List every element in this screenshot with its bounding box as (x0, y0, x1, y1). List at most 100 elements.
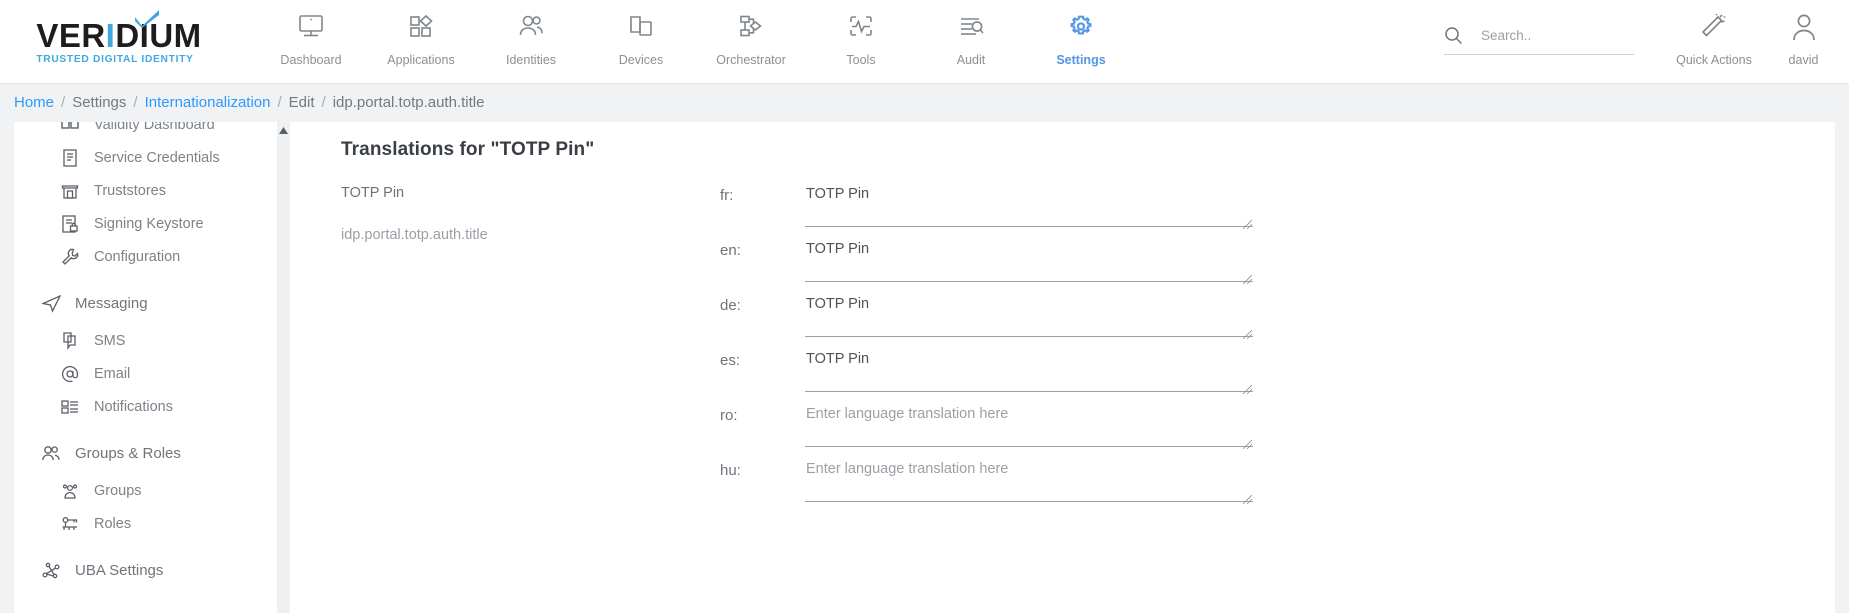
breadcrumb: Home / Settings / Internationalization /… (14, 94, 484, 111)
sidebar-label-notifications: Notifications (94, 398, 173, 415)
gear-icon (1067, 10, 1095, 44)
quick-actions-label: Quick Actions (1676, 53, 1752, 67)
dashboard-grid-icon (59, 122, 81, 136)
sidebar-item-configuration[interactable]: Configuration (14, 240, 277, 273)
search-input[interactable] (1481, 28, 1631, 43)
scroll-up-arrow-icon[interactable] (277, 122, 290, 138)
nav-item-devices[interactable]: Devices (586, 0, 696, 67)
translations-form: TOTP Pin idp.portal.totp.auth.title fr: … (290, 185, 1835, 515)
language-label-es: es: (720, 352, 741, 369)
user-name-label: david (1788, 53, 1819, 67)
nav-label-tools: Tools (846, 53, 876, 67)
translations-panel: Translations for "TOTP Pin" TOTP Pin idp… (290, 122, 1835, 613)
sidebar-item-service-credentials[interactable]: Service Credentials (14, 141, 277, 174)
groups-roles-icon (40, 443, 62, 465)
truststore-icon (59, 180, 81, 202)
translation-field-wrapper (805, 350, 1253, 397)
language-label-de: de: (720, 297, 741, 314)
sidebar-scrollbar[interactable] (277, 122, 290, 613)
translation-input-es[interactable] (805, 350, 1253, 392)
settings-sidebar: Validity Dashboard Service Credentials (14, 122, 277, 613)
nav-item-audit[interactable]: Audit (916, 0, 1026, 67)
sidebar-item-groups-and-roles[interactable]: Groups & Roles (14, 433, 277, 474)
sidebar-item-sms[interactable]: SMS (14, 324, 277, 357)
breadcrumb-item-current: idp.portal.totp.auth.title (332, 93, 485, 111)
translation-input-hu[interactable] (805, 460, 1253, 502)
apps-icon (407, 10, 435, 44)
nav-item-orchestrator[interactable]: Orchestrator (696, 0, 806, 67)
sidebar-item-groups[interactable]: Groups (14, 474, 277, 507)
sidebar-item-roles[interactable]: Roles (14, 507, 277, 540)
sidebar-label-roles: Roles (94, 515, 132, 532)
monitor-icon (297, 10, 325, 44)
header-right-cluster: Quick Actions david (1444, 0, 1849, 84)
user-menu[interactable]: david (1766, 0, 1841, 67)
translation-input-de[interactable] (805, 295, 1253, 337)
brand-name-part2: DIUM (115, 16, 202, 54)
nav-item-identities[interactable]: Identities (476, 0, 586, 67)
sidebar-label-groups: Groups (94, 482, 142, 499)
breadcrumb-separator: / (133, 93, 138, 111)
translation-field-wrapper (805, 185, 1253, 232)
nav-label-applications: Applications (387, 53, 455, 67)
sidebar-item-messaging[interactable]: Messaging (14, 283, 277, 324)
breadcrumb-separator: / (277, 93, 282, 111)
send-icon (40, 293, 62, 315)
nav-label-audit: Audit (956, 53, 986, 67)
translation-field-wrapper (805, 405, 1253, 452)
nav-item-settings[interactable]: Settings (1026, 0, 1136, 67)
sidebar-item-validity-dashboard[interactable]: Validity Dashboard (14, 122, 277, 141)
sidebar-spacer (14, 273, 277, 283)
breadcrumb-item-settings[interactable]: Settings (72, 93, 127, 111)
sidebar-item-notifications[interactable]: Notifications (14, 390, 277, 423)
quick-actions-button[interactable]: Quick Actions (1662, 0, 1766, 67)
brand-logo[interactable]: VERIDIUM TRUSTED DIGITAL IDENTITY (0, 0, 228, 84)
nav-label-devices: Devices (618, 53, 664, 67)
translation-key-label: TOTP Pin (341, 185, 405, 201)
people-icon (517, 10, 545, 44)
language-row: en: (720, 240, 1780, 295)
sms-icon (59, 330, 81, 352)
language-row: ro: (720, 405, 1780, 460)
breadcrumb-item-edit[interactable]: Edit (288, 93, 315, 111)
sidebar-label-email: Email (94, 365, 131, 382)
notifications-icon (59, 396, 81, 418)
workflow-icon (737, 10, 765, 44)
translation-input-ro[interactable] (805, 405, 1253, 447)
translation-field-wrapper (805, 240, 1253, 287)
sidebar-scroll-content: Validity Dashboard Service Credentials (14, 122, 277, 591)
breadcrumb-bar: Home / Settings / Internationalization /… (0, 84, 1849, 203)
translation-input-fr[interactable] (805, 185, 1253, 227)
breadcrumb-separator: / (61, 93, 66, 111)
sidebar-spacer (14, 423, 277, 433)
language-label-fr: fr: (720, 187, 734, 204)
translation-field-wrapper (805, 460, 1253, 507)
breadcrumb-item-home[interactable]: Home (14, 93, 55, 111)
translation-input-en[interactable] (805, 240, 1253, 282)
brand-name-i: I (105, 16, 116, 54)
wrench-icon (59, 246, 81, 268)
sidebar-label-validity-dashboard: Validity Dashboard (94, 122, 215, 133)
sidebar-label-messaging: Messaging (75, 295, 148, 312)
language-label-ro: ro: (720, 407, 738, 424)
sidebar-spacer (14, 540, 277, 550)
breadcrumb-item-internationalization[interactable]: Internationalization (144, 93, 271, 111)
primary-nav-items: Dashboard Applications Identities (256, 0, 1136, 67)
nav-item-tools[interactable]: Tools (806, 0, 916, 67)
sidebar-item-uba-settings[interactable]: UBA Settings (14, 550, 277, 591)
magic-wand-icon (1699, 10, 1729, 44)
search-box[interactable] (1444, 26, 1634, 55)
language-label-hu: hu: (720, 462, 741, 479)
nav-item-dashboard[interactable]: Dashboard (256, 0, 366, 67)
sidebar-item-signing-keystore[interactable]: Signing Keystore (14, 207, 277, 240)
nav-item-applications[interactable]: Applications (366, 0, 476, 67)
audit-search-icon (957, 10, 985, 44)
sidebar-item-truststores[interactable]: Truststores (14, 174, 277, 207)
document-list-icon (59, 147, 81, 169)
translation-field-wrapper (805, 295, 1253, 342)
sidebar-label-uba-settings: UBA Settings (75, 562, 164, 579)
top-navigation-bar: VERIDIUM TRUSTED DIGITAL IDENTITY Dashbo… (0, 0, 1849, 84)
sidebar-label-service-credentials: Service Credentials (94, 149, 220, 166)
sidebar-label-signing-keystore: Signing Keystore (94, 215, 204, 232)
sidebar-item-email[interactable]: Email (14, 357, 277, 390)
